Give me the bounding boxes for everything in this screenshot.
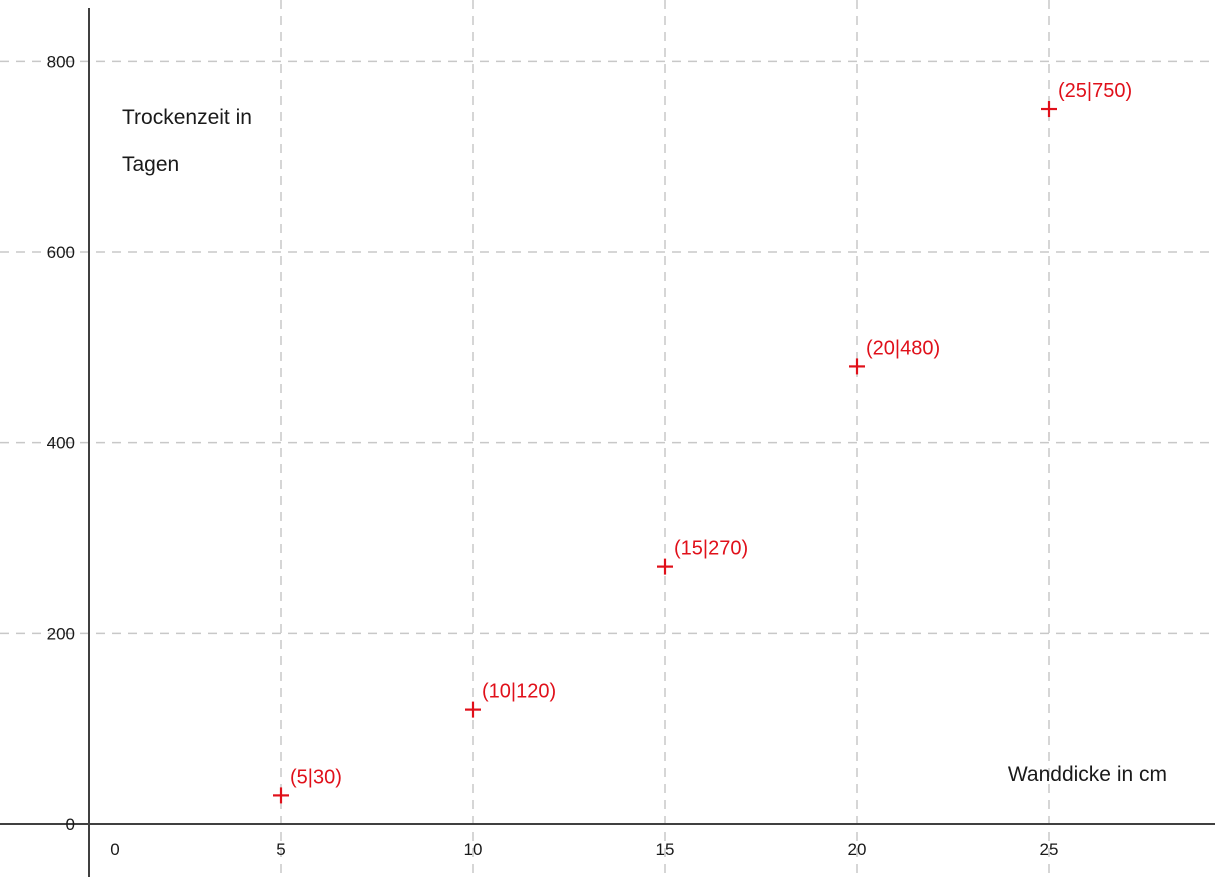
data-point-4: (20|480) bbox=[849, 337, 940, 375]
y-tick-label-600: 600 bbox=[47, 243, 75, 262]
point-label-5: (25|750) bbox=[1058, 80, 1132, 102]
data-points: (5|30) (10|120) (15|270) (20|480) (25|750) bbox=[273, 80, 1132, 804]
y-tick-label-200: 200 bbox=[47, 624, 75, 643]
point-label-3: (15|270) bbox=[674, 538, 748, 560]
point-label-4: (20|480) bbox=[866, 337, 940, 359]
y-axis-label: Trockenzeit in Tagen bbox=[122, 106, 252, 176]
data-point-3: (15|270) bbox=[657, 538, 748, 575]
y-axis-label-line-1: Trockenzeit in bbox=[122, 106, 252, 129]
data-point-1: (5|30) bbox=[273, 766, 342, 804]
y-tick-label-800: 800 bbox=[47, 52, 75, 71]
x-axis-label: Wanddicke in cm bbox=[1008, 763, 1167, 786]
data-point-2: (10|120) bbox=[465, 681, 556, 718]
point-label-2: (10|120) bbox=[482, 681, 556, 703]
x-tick-label-0: 0 bbox=[110, 840, 119, 859]
x-tick-label-25: 25 bbox=[1040, 840, 1059, 859]
point-label-1: (5|30) bbox=[290, 766, 342, 788]
data-point-5: (25|750) bbox=[1041, 80, 1132, 118]
x-tick-label-10: 10 bbox=[464, 840, 483, 859]
y-axis-label-line-2: Tagen bbox=[122, 153, 179, 176]
axes bbox=[0, 8, 1215, 877]
x-tick-label-5: 5 bbox=[276, 840, 285, 859]
tick-labels: 0 5 10 15 20 25 0 200 400 600 800 bbox=[47, 52, 1059, 859]
x-tick-label-15: 15 bbox=[656, 840, 675, 859]
x-tick-label-20: 20 bbox=[848, 840, 867, 859]
y-tick-label-400: 400 bbox=[47, 434, 75, 453]
y-tick-label-0: 0 bbox=[66, 815, 75, 834]
